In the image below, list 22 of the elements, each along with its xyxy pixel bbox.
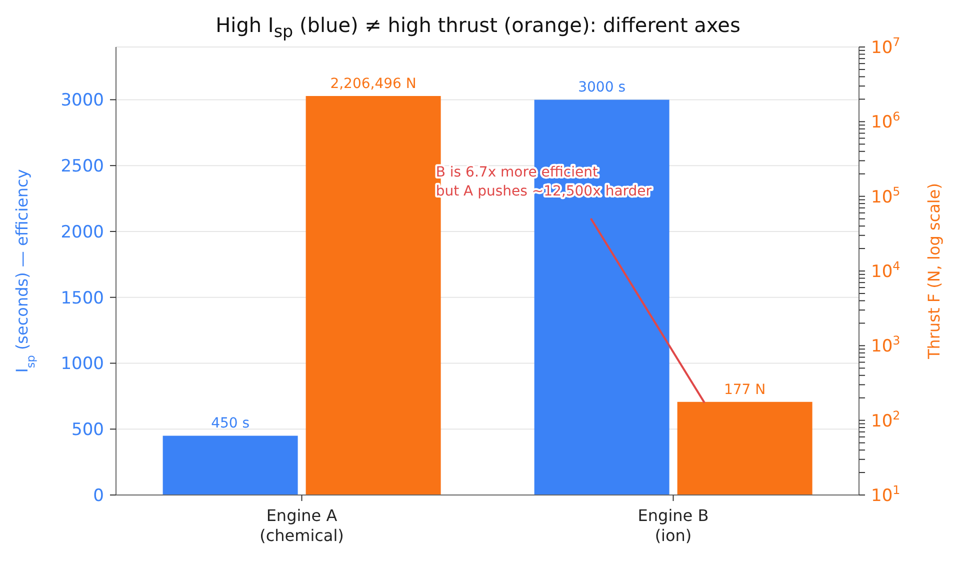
y-tick-label: 1500 — [60, 288, 104, 308]
y2-tick-label: 10$^{2}$ — [871, 408, 900, 432]
y2-tick-label: 10$^{4}$ — [871, 258, 900, 282]
y2-tick-label: 10$^{1}$ — [871, 482, 900, 506]
y2-tick-label: 10$^{7}$ — [871, 34, 900, 58]
y-tick-label: 2500 — [60, 156, 104, 177]
data-label: 450 s — [211, 416, 250, 432]
y-tick-label: 0 — [93, 486, 104, 506]
chart-title: High I$_{sp}$ (blue) ≠ high thrust (orange): different axes — [216, 13, 740, 41]
y-tick-label: 500 — [72, 420, 104, 440]
x-tick-label: Engine A (chemical) — [260, 506, 344, 545]
y-tick-label: 1000 — [60, 354, 104, 374]
y-tick-label: 3000 — [60, 90, 104, 111]
y2-tick-label: 10$^{6}$ — [871, 110, 900, 133]
y2-tick-label: 10$^{3}$ — [871, 334, 900, 357]
y2-axis-title: Thrust F (N, log scale) — [924, 183, 944, 360]
y-tick-label: 2000 — [60, 222, 104, 242]
data-label: 177 N — [724, 382, 766, 398]
y2-tick-label: 10$^{5}$ — [871, 184, 900, 208]
x-tick-label: Engine B (ion) — [638, 506, 709, 545]
data-label: 2,206,496 N — [330, 76, 416, 92]
data-label: 3000 s — [578, 80, 626, 96]
